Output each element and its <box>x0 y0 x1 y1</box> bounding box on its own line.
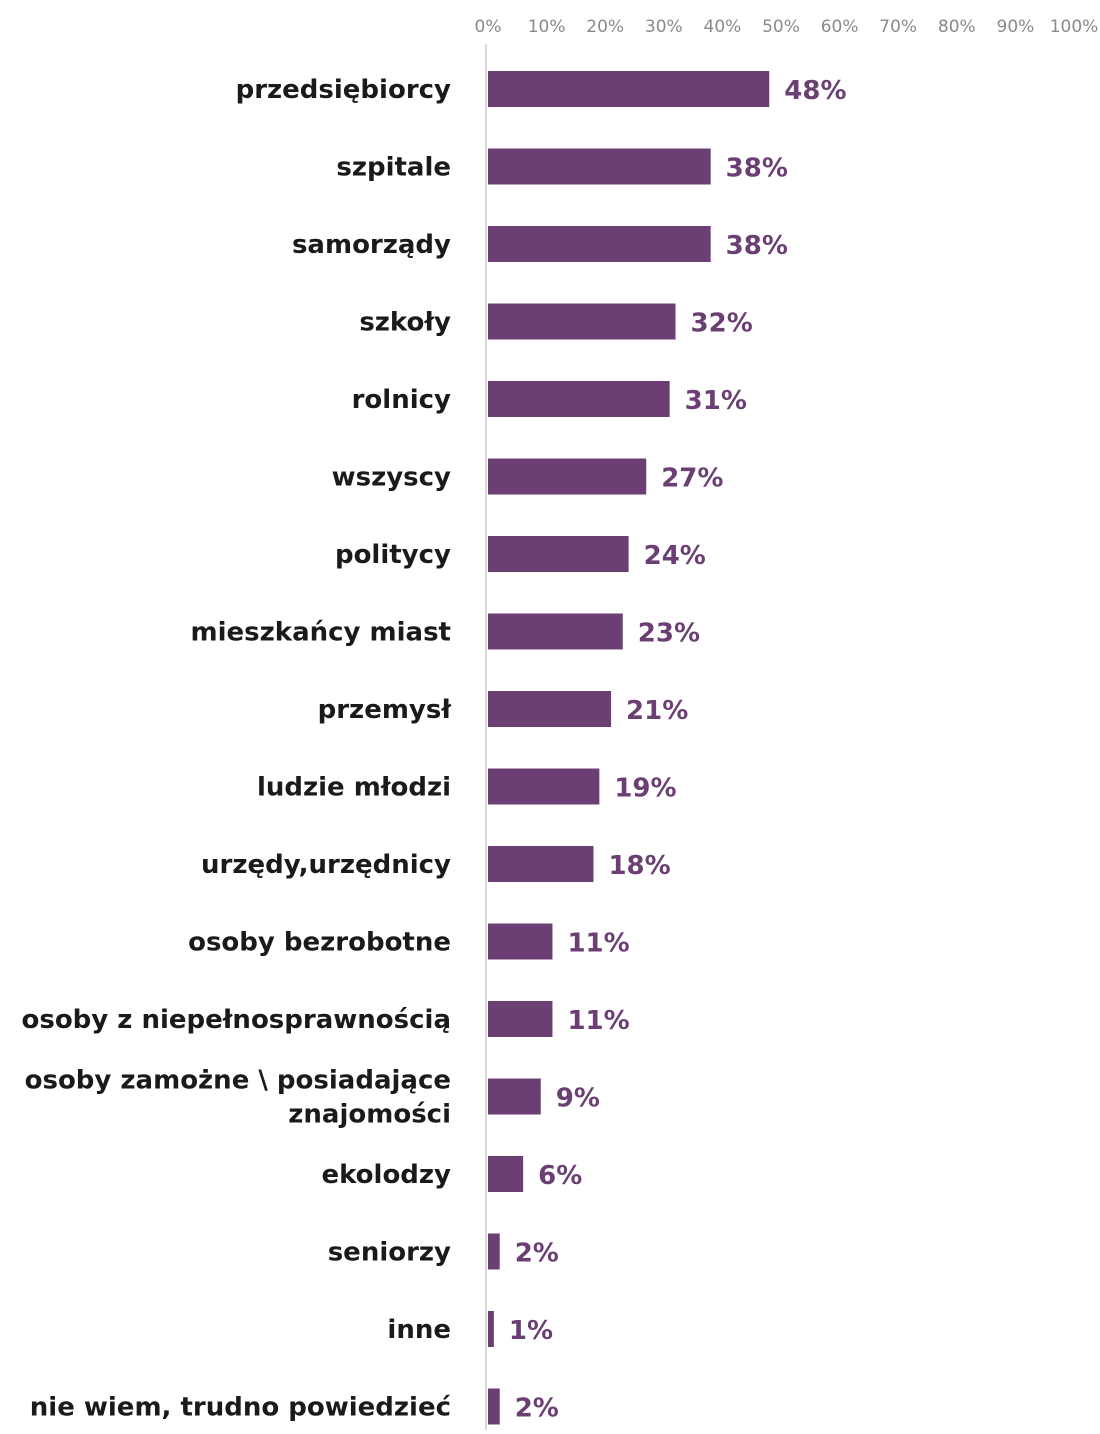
x-axis-ticks: 0% 10% 20% 30% 40% 50% 60% 70% 80% 90% 100% <box>475 17 1099 37</box>
value-label: 11% <box>567 929 629 959</box>
category-label: szpitale <box>336 153 451 183</box>
bar <box>488 71 770 107</box>
category-label: ekolodzy <box>321 1160 451 1190</box>
value-label: 32% <box>691 309 753 339</box>
bar <box>488 148 711 185</box>
category-label: osoby zamożne \ posiadające znajomości <box>25 1066 451 1130</box>
bar <box>488 1388 500 1425</box>
x-tick-label: 0% <box>475 17 502 37</box>
x-tick-label: 80% <box>938 17 976 37</box>
category-label: wszyscy <box>332 463 451 493</box>
value-label: 38% <box>726 154 788 184</box>
value-label: 18% <box>608 851 670 881</box>
bar <box>488 1001 553 1037</box>
x-tick-label: 100% <box>1050 17 1099 37</box>
x-tick-label: 50% <box>762 17 800 37</box>
category-label: osoby z niepełnosprawnością <box>21 1005 451 1035</box>
category-label: przemysł <box>318 695 453 725</box>
bar <box>488 923 553 960</box>
bar <box>488 691 612 727</box>
value-label: 27% <box>661 464 723 494</box>
x-tick-label: 60% <box>821 17 859 37</box>
value-label: 19% <box>614 774 676 804</box>
bar <box>488 1078 541 1115</box>
value-label: 38% <box>726 231 788 261</box>
bar <box>488 458 647 495</box>
x-tick-label: 30% <box>645 17 683 37</box>
value-labels: 48% 38% 38% 32% 31% 27% 24% 23% 21% 19% 18% 11% 11% 9… <box>509 76 847 1424</box>
value-label: 2% <box>515 1394 559 1424</box>
bar <box>488 303 676 340</box>
bar <box>488 226 711 262</box>
bar <box>488 1311 494 1347</box>
value-label: 1% <box>509 1316 553 1346</box>
value-label: 11% <box>567 1006 629 1036</box>
category-label: ludzie młodzi <box>257 773 451 803</box>
value-label: 24% <box>644 541 706 571</box>
category-label: inne <box>387 1315 451 1345</box>
x-tick-label: 20% <box>586 17 624 37</box>
x-tick-label: 40% <box>704 17 742 37</box>
category-label: przedsiębiorcy <box>236 75 451 105</box>
x-tick-label: 10% <box>528 17 566 37</box>
category-label: mieszkańcy miast <box>191 618 451 648</box>
x-tick-label: 70% <box>879 17 917 37</box>
category-label: samorządy <box>292 230 451 260</box>
x-tick-label: 90% <box>997 17 1035 37</box>
bar <box>488 846 594 882</box>
category-label: nie wiem, trudno powiedzieć <box>30 1393 451 1423</box>
value-label: 48% <box>784 76 846 106</box>
category-label: seniorzy <box>328 1238 451 1268</box>
category-label: urzędy,urzędnicy <box>201 850 451 880</box>
bar <box>488 768 600 805</box>
bar <box>488 536 629 572</box>
bar <box>488 1233 500 1270</box>
value-label: 21% <box>626 696 688 726</box>
category-label: szkoły <box>359 308 451 338</box>
value-label: 6% <box>538 1161 582 1191</box>
category-label: politycy <box>335 540 451 570</box>
category-label: rolnicy <box>352 385 451 415</box>
bar <box>488 381 670 417</box>
bar <box>488 1156 524 1192</box>
category-label: osoby bezrobotne <box>188 928 451 958</box>
category-labels: przedsiębiorcy szpitale samorządy szkoły rol… <box>21 75 452 1423</box>
bars-group <box>488 71 770 1425</box>
value-label: 23% <box>638 619 700 649</box>
value-label: 2% <box>515 1239 559 1269</box>
bar <box>488 613 623 650</box>
value-label: 9% <box>556 1084 600 1114</box>
value-label: 31% <box>685 386 747 416</box>
